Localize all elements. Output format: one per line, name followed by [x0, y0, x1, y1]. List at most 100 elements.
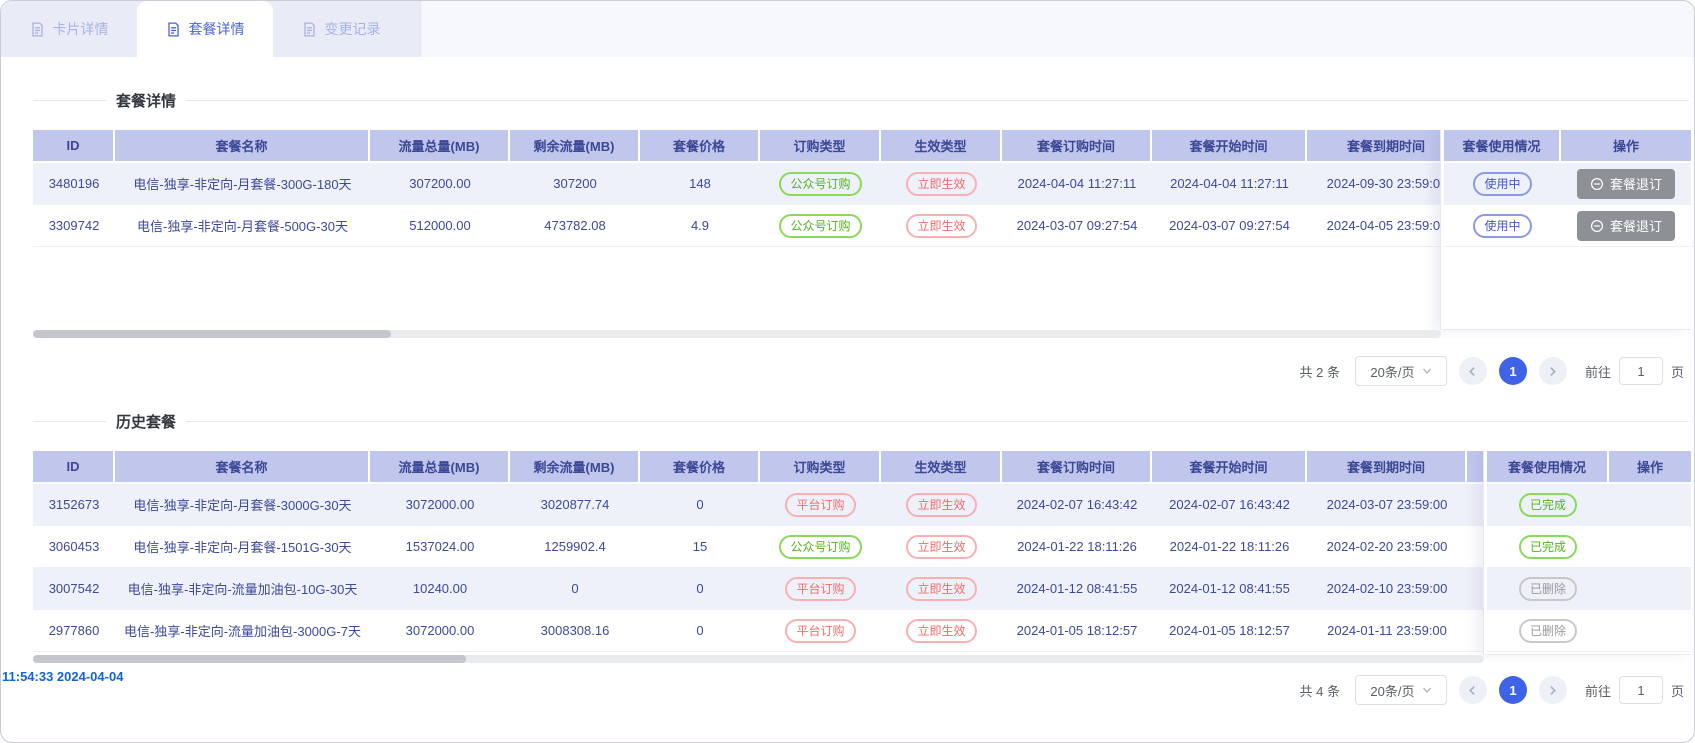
goto-label: 前往 — [1584, 364, 1611, 380]
cell-package-name: 电信-独享-非定向-流量加油包-10G-30天 — [115, 568, 370, 610]
column-header: 套餐名称 — [115, 130, 370, 163]
cell-id: 3480196 — [33, 163, 115, 205]
cell-action — [1609, 568, 1691, 609]
scrollbar-thumb[interactable] — [33, 330, 391, 338]
cell-order-time: 2024-01-05 18:12:57 — [1002, 610, 1152, 652]
chevron-left-icon — [1469, 366, 1476, 376]
package-pagination: 共 2 条 20条/页 1 前往 页 — [1, 356, 1684, 386]
tab-label: 套餐详情 — [188, 21, 245, 37]
cell-order-time: 2024-02-07 16:43:42 — [1002, 484, 1152, 526]
cell-total-mb: 3072000.00 — [370, 610, 510, 652]
next-page-button[interactable] — [1538, 676, 1567, 704]
tab-label: 变更记录 — [324, 21, 381, 37]
fixed-row: 已删除 — [1487, 568, 1691, 610]
order-type-badge: 平台订购 — [785, 618, 856, 643]
column-header: ID — [33, 451, 115, 484]
cell-start-time: 2024-03-07 09:27:54 — [1152, 205, 1307, 247]
effect-type-badge: 立即生效 — [906, 534, 977, 559]
package-section-title: 套餐详情 — [33, 90, 1689, 111]
tab-card-detail[interactable]: 卡片详情 — [1, 1, 137, 57]
prev-page-button[interactable] — [1458, 676, 1487, 704]
page-number-button[interactable]: 1 — [1498, 357, 1527, 385]
package-data-grid: ID 套餐名称 流量总量(MB) 剩余流量(MB) 套餐价格 订购类型 生效类型… — [33, 130, 1691, 247]
cell-effect-type: 立即生效 — [881, 526, 1002, 568]
divider-line — [33, 421, 106, 422]
cell-action — [1609, 484, 1691, 525]
cell-price: 0 — [640, 484, 760, 526]
column-header: 套餐使用情况 — [1487, 451, 1609, 484]
column-header: 订购类型 — [760, 130, 881, 163]
cell-order-time: 2024-01-12 08:41:55 — [1002, 568, 1152, 610]
cell-remaining-mb: 3008308.16 — [510, 610, 640, 652]
cell-usage-status: 使用中 — [1444, 163, 1561, 204]
unsubscribe-button[interactable]: 套餐退订 — [1576, 210, 1675, 241]
cell-order-type: 平台订购 — [760, 568, 881, 610]
next-page-button[interactable] — [1538, 357, 1567, 385]
column-header: 套餐开始时间 — [1152, 130, 1307, 163]
cell-id: 3152673 — [33, 484, 115, 526]
document-icon — [303, 21, 315, 37]
scrollbar-thumb[interactable] — [33, 655, 466, 663]
cell-price: 148 — [640, 163, 760, 205]
usage-status-badge: 已删除 — [1518, 618, 1577, 643]
page-unit-label: 页 — [1670, 364, 1684, 380]
column-header: 套餐价格 — [640, 130, 760, 163]
column-header: 生效类型 — [881, 451, 1002, 484]
column-header: 套餐名称 — [115, 451, 370, 484]
page-size-select[interactable]: 20条/页 — [1354, 675, 1447, 705]
effect-type-badge: 立即生效 — [906, 492, 977, 517]
goto-page-input[interactable] — [1618, 676, 1663, 704]
cell-price: 15 — [640, 526, 760, 568]
column-header: 操作 — [1561, 130, 1691, 163]
page-size-select[interactable]: 20条/页 — [1354, 356, 1447, 386]
tab-change-log[interactable]: 变更记录 — [273, 1, 409, 57]
usage-status-badge: 使用中 — [1473, 213, 1532, 238]
effect-type-badge: 立即生效 — [906, 576, 977, 601]
column-header: 流量总量(MB) — [370, 130, 510, 163]
cell-remaining-mb: 0 — [510, 568, 640, 610]
cell-order-type: 平台订购 — [760, 610, 881, 652]
history-table: ID 套餐名称 流量总量(MB) 剩余流量(MB) 套餐价格 订购类型 生效类型… — [33, 451, 1691, 663]
effect-type-badge: 立即生效 — [906, 618, 977, 643]
cell-expire-time: 2024-01-11 23:59:00 — [1307, 610, 1467, 652]
cell-package-name: 电信-独享-非定向-流量加油包-3000G-7天 — [115, 610, 370, 652]
divider-line — [33, 100, 106, 101]
cell-expire-time: 2024-02-20 23:59:00 — [1307, 526, 1467, 568]
cell-price: 0 — [640, 610, 760, 652]
document-icon — [167, 21, 179, 37]
goto-page-input[interactable] — [1618, 357, 1663, 385]
history-data-grid: ID 套餐名称 流量总量(MB) 剩余流量(MB) 套餐价格 订购类型 生效类型… — [33, 451, 1691, 652]
cell-start-time: 2024-01-22 18:11:26 — [1152, 526, 1307, 568]
cell-total-mb: 512000.00 — [370, 205, 510, 247]
fixed-filler — [1487, 652, 1691, 654]
fixed-filler — [1444, 247, 1691, 329]
chevron-right-icon — [1550, 685, 1557, 695]
prev-page-button[interactable] — [1458, 357, 1487, 385]
cell-price: 4.9 — [640, 205, 760, 247]
cell-order-type: 公众号订购 — [760, 163, 881, 205]
chevron-right-icon — [1550, 366, 1557, 376]
order-type-badge: 平台订购 — [785, 492, 856, 517]
cell-expire-time: 2024-09-30 23:59:00 — [1307, 163, 1467, 205]
horizontal-scrollbar — [33, 655, 1484, 663]
cell-total-mb: 3072000.00 — [370, 484, 510, 526]
minus-circle-icon — [1590, 177, 1604, 190]
cell-action: 套餐退订 — [1561, 163, 1691, 204]
cell-start-time: 2024-01-12 08:41:55 — [1152, 568, 1307, 610]
cell-order-time: 2024-03-07 09:27:54 — [1002, 205, 1152, 247]
column-header: 套餐价格 — [640, 451, 760, 484]
cell-action: 套餐退订 — [1561, 205, 1691, 246]
history-pagination: 共 4 条 20条/页 1 前往 页 — [1, 675, 1684, 705]
page-number-button[interactable]: 1 — [1498, 676, 1527, 704]
usage-status-badge: 使用中 — [1473, 171, 1532, 196]
cell-package-name: 电信-独享-非定向-月套餐-1501G-30天 — [115, 526, 370, 568]
column-header: 套餐使用情况 — [1444, 130, 1561, 163]
cell-price: 0 — [640, 568, 760, 610]
unsubscribe-button[interactable]: 套餐退订 — [1576, 168, 1675, 199]
cell-order-type: 公众号订购 — [760, 205, 881, 247]
cell-total-mb: 307200.00 — [370, 163, 510, 205]
column-header: 套餐订购时间 — [1002, 130, 1152, 163]
tab-package-detail[interactable]: 套餐详情 — [137, 1, 273, 57]
cell-effect-type: 立即生效 — [881, 484, 1002, 526]
